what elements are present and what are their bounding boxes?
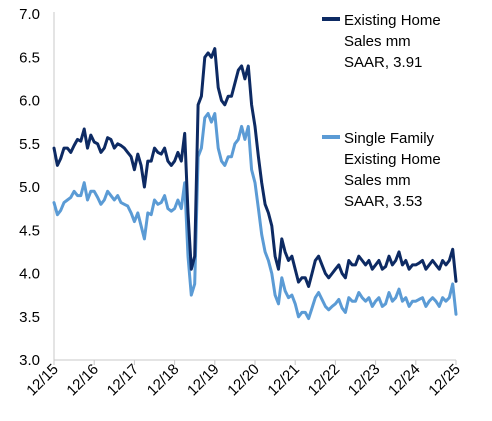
x-tick-label: 12/19 (184, 361, 223, 400)
x-tick-label: 12/16 (63, 361, 102, 400)
x-tick-label: 12/17 (104, 361, 143, 400)
series-lines (52, 47, 458, 320)
legend-label: Existing Home (344, 12, 441, 29)
legend-label: Sales mm (344, 172, 411, 189)
series-line-single-family-sales (52, 112, 458, 320)
x-tick-label: 12/18 (144, 361, 183, 400)
y-tick-label: 4.0 (19, 266, 40, 283)
x-axis: 12/15 12/16 12/17 12/18 12/19 12/20 12/21 12/22… (23, 359, 464, 400)
y-tick-label: 7.0 (19, 6, 40, 23)
legend-label: Existing Home (344, 151, 441, 168)
y-tick-label: 6.0 (19, 93, 40, 110)
y-tick-label: 5.0 (19, 179, 40, 196)
x-tick-label: 12/24 (385, 361, 424, 400)
x-tick-label: 12/22 (305, 361, 344, 400)
y-tick-label: 3.0 (19, 352, 40, 369)
x-tick-label: 12/25 (425, 361, 464, 400)
x-tick-label: 12/21 (264, 361, 303, 400)
legend-label: Single Family (344, 130, 435, 147)
x-tick-label: 12/20 (224, 361, 263, 400)
y-tick-label: 3.5 (19, 309, 40, 326)
legend-label: Sales mm (344, 33, 411, 50)
x-tick-label: 12/23 (345, 361, 384, 400)
y-axis: 3.0 3.5 4.0 4.5 5.0 5.5 6.0 6.5 7.0 (19, 6, 55, 369)
y-tick-label: 4.5 (19, 222, 40, 239)
y-tick-label: 5.5 (19, 136, 40, 153)
y-tick-label: 6.5 (19, 49, 40, 66)
legend-label: SAAR, 3.91 (344, 54, 422, 71)
legend-label: SAAR, 3.53 (344, 193, 422, 210)
series-line-existing-home-sales (52, 47, 458, 288)
legend: Existing Home Sales mm SAAR, 3.91 Single Fa… (322, 12, 441, 210)
